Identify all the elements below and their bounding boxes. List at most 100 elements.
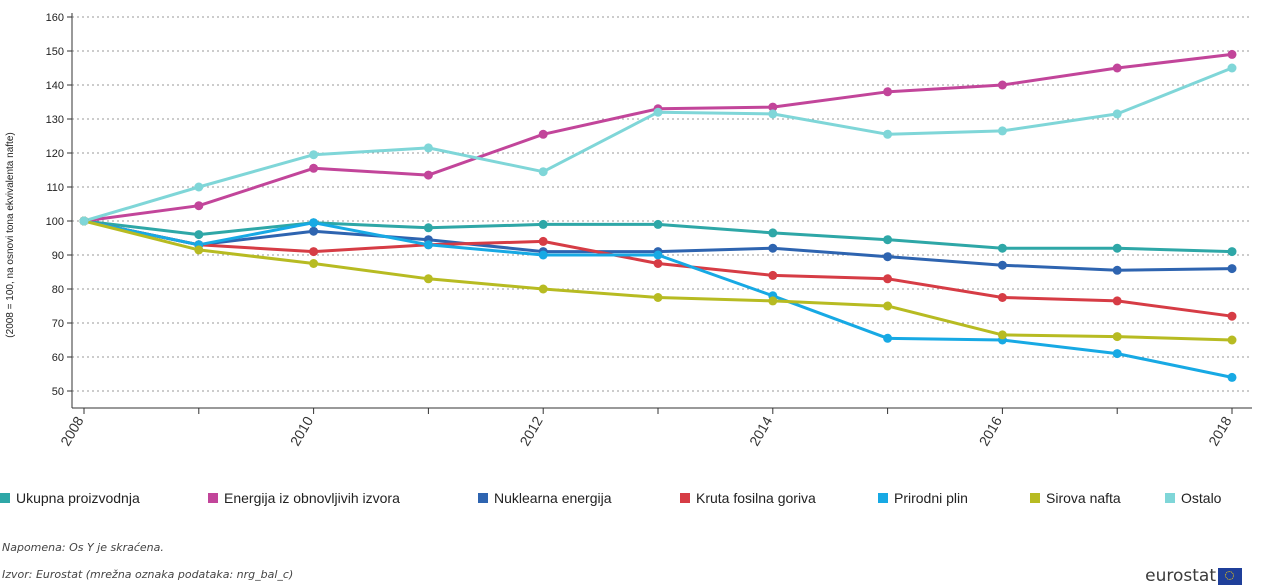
data-point[interactable] [1227, 49, 1237, 59]
legend-label: Sirova nafta [1046, 490, 1121, 506]
data-point[interactable] [653, 259, 663, 268]
y-tick-label: 60 [52, 352, 64, 364]
data-point[interactable] [997, 126, 1007, 136]
data-point[interactable] [768, 109, 778, 119]
data-point[interactable] [1112, 243, 1122, 253]
data-point[interactable] [423, 170, 433, 180]
x-tick-label: 2012 [516, 413, 546, 448]
data-point[interactable] [883, 87, 893, 97]
data-point[interactable] [1227, 264, 1237, 274]
data-point[interactable] [309, 218, 319, 228]
x-tick-label: 2008 [57, 413, 87, 448]
data-point[interactable] [883, 235, 893, 245]
data-point[interactable] [1227, 335, 1237, 345]
legend-item[interactable]: Sirova nafta [1030, 490, 1121, 506]
data-point[interactable] [538, 236, 548, 246]
y-tick-label: 120 [46, 148, 64, 160]
data-point[interactable] [997, 293, 1007, 302]
series-lines [82, 52, 1234, 379]
y-tick-label: 90 [52, 250, 64, 262]
data-point[interactable] [1112, 349, 1122, 359]
data-point[interactable] [997, 243, 1007, 253]
data-point[interactable] [194, 201, 204, 211]
legend-item[interactable]: Ukupna proizvodnja [0, 490, 140, 506]
series-line [82, 66, 1234, 223]
legend-swatch [878, 493, 888, 503]
x-tick-label: 2018 [1205, 413, 1235, 448]
data-point[interactable] [768, 296, 778, 306]
data-point[interactable] [653, 293, 663, 302]
y-tick-label: 100 [46, 216, 64, 228]
data-point[interactable] [423, 223, 433, 233]
legend-item[interactable]: Ostalo [1165, 490, 1221, 506]
legend-swatch [478, 493, 488, 503]
data-point[interactable] [538, 284, 548, 294]
source-text: Izvor: Eurostat (mrežna oznaka podataka:… [2, 568, 294, 581]
x-tick-label: 2010 [287, 413, 317, 448]
series-line [82, 52, 1234, 223]
data-point[interactable] [997, 330, 1007, 340]
legend-item[interactable]: Energija iz obnovljivih izvora [208, 490, 400, 506]
y-tick-label: 150 [46, 46, 64, 58]
data-point[interactable] [883, 333, 893, 343]
data-point[interactable] [309, 163, 319, 173]
data-point[interactable] [883, 301, 893, 311]
legend-label: Ostalo [1181, 490, 1222, 506]
x-tick-label: 2016 [976, 413, 1006, 448]
legend-label: Nuklearna energija [494, 490, 612, 506]
data-point[interactable] [1112, 296, 1122, 306]
data-point[interactable] [538, 250, 548, 260]
data-point[interactable] [194, 230, 204, 240]
y-tick-label: 140 [46, 80, 64, 92]
legend-swatch [1165, 493, 1175, 503]
data-point[interactable] [423, 274, 433, 284]
x-tick-label: 2014 [746, 413, 776, 448]
y-axis-label: (2008 = 100, na osnovi tona ekvivalenta … [5, 132, 16, 337]
y-tick-label: 70 [52, 318, 64, 330]
data-point[interactable] [538, 129, 548, 139]
data-point[interactable] [538, 167, 548, 177]
legend-item[interactable]: Nuklearna energija [478, 490, 612, 506]
data-point[interactable] [1112, 109, 1122, 119]
line-chart: 50 60 70 80 90 100 110 120 130 140 150 160 2008 2010 2… [5, 12, 1252, 448]
legend: Ukupna proizvodnja Energija iz obnovljivi… [0, 490, 1264, 512]
data-point[interactable] [883, 252, 893, 262]
data-point[interactable] [1227, 311, 1237, 321]
data-point[interactable] [423, 143, 433, 153]
y-tick-label: 110 [46, 182, 64, 194]
data-point[interactable] [538, 219, 548, 229]
data-point[interactable] [883, 274, 893, 284]
data-point[interactable] [653, 219, 663, 229]
data-point[interactable] [1112, 265, 1122, 275]
legend-swatch [208, 493, 218, 503]
data-point[interactable] [768, 102, 778, 112]
legend-label: Energija iz obnovljivih izvora [224, 490, 400, 506]
data-point[interactable] [768, 228, 778, 238]
data-point[interactable] [997, 80, 1007, 90]
data-point[interactable] [883, 129, 893, 139]
data-point[interactable] [309, 226, 319, 236]
legend-label: Kruta fosilna goriva [696, 490, 816, 506]
data-point[interactable] [653, 107, 663, 117]
data-point[interactable] [423, 240, 433, 250]
data-point[interactable] [309, 150, 319, 160]
data-point[interactable] [194, 245, 204, 255]
data-point[interactable] [194, 182, 204, 192]
data-point[interactable] [1227, 247, 1237, 257]
data-point[interactable] [653, 250, 663, 260]
data-point[interactable] [79, 216, 89, 226]
legend-item[interactable]: Prirodni plin [878, 490, 968, 506]
data-point[interactable] [309, 259, 319, 268]
data-point[interactable] [997, 260, 1007, 270]
data-point[interactable] [1227, 372, 1237, 382]
data-point[interactable] [309, 247, 319, 257]
legend-swatch [0, 493, 10, 503]
data-point[interactable] [1112, 332, 1122, 342]
legend-swatch [680, 493, 690, 503]
note-text: Napomena: Os Y je skraćena. [2, 541, 164, 554]
data-point[interactable] [1112, 63, 1122, 73]
data-point[interactable] [768, 270, 778, 280]
data-point[interactable] [1227, 63, 1237, 73]
legend-item[interactable]: Kruta fosilna goriva [680, 490, 816, 506]
data-point[interactable] [768, 243, 778, 253]
